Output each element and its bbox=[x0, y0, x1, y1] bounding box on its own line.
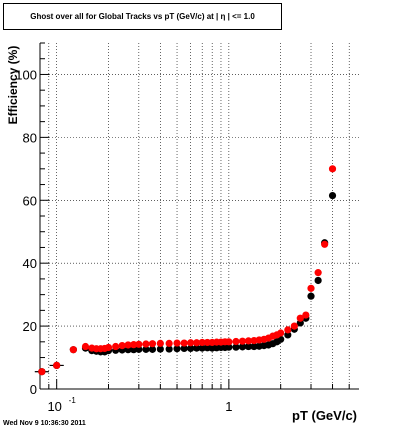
data-point bbox=[156, 339, 164, 347]
data-point bbox=[232, 343, 240, 351]
data-point bbox=[130, 341, 138, 349]
y-axis-label: Efficiency (%) bbox=[6, 45, 20, 125]
y-tick-label: 0 bbox=[30, 382, 37, 397]
x-axis-label: pT (GeV/c) bbox=[292, 408, 358, 423]
data-point bbox=[238, 337, 247, 345]
data-point bbox=[53, 361, 61, 370]
data-point bbox=[142, 345, 150, 353]
data-point bbox=[302, 311, 310, 319]
data-point bbox=[198, 344, 206, 352]
data-point bbox=[277, 329, 285, 337]
chart-title: Ghost over all for Global Tracks vs pT (… bbox=[3, 3, 282, 30]
data-point bbox=[173, 345, 181, 353]
data-point bbox=[244, 342, 253, 351]
data-point bbox=[307, 284, 315, 292]
tick-labels: 0 20 40 60 80 100 10 -1 1 bbox=[15, 67, 232, 414]
data-point bbox=[321, 240, 329, 248]
data-point bbox=[180, 339, 188, 347]
data-point bbox=[307, 292, 315, 300]
y-tick-label: 40 bbox=[23, 256, 37, 271]
data-point bbox=[244, 337, 253, 345]
x-tick-exponent: -1 bbox=[69, 396, 77, 405]
data-point bbox=[225, 338, 233, 346]
data-point bbox=[165, 339, 173, 347]
data-point bbox=[284, 326, 292, 334]
data-point bbox=[238, 343, 247, 351]
axis-ticks bbox=[39, 42, 350, 390]
data-point bbox=[142, 340, 150, 348]
data-point bbox=[148, 345, 157, 353]
data-point bbox=[193, 344, 201, 352]
y-tick-label: 60 bbox=[23, 193, 37, 208]
y-tick-label: 20 bbox=[23, 319, 37, 334]
data-point bbox=[328, 165, 337, 173]
data-point bbox=[193, 339, 201, 347]
data-point bbox=[165, 345, 173, 353]
data-point bbox=[225, 343, 233, 351]
data-point bbox=[198, 338, 206, 347]
data-points bbox=[34, 165, 337, 376]
data-point bbox=[156, 345, 164, 353]
data-point bbox=[38, 368, 46, 376]
data-point bbox=[250, 342, 258, 351]
data-point bbox=[180, 344, 188, 353]
data-point bbox=[328, 191, 337, 200]
data-point bbox=[314, 269, 322, 277]
data-point bbox=[81, 342, 90, 351]
data-point bbox=[187, 339, 195, 347]
data-point bbox=[104, 343, 113, 352]
data-point bbox=[284, 331, 292, 339]
data-point bbox=[135, 345, 143, 353]
data-point bbox=[187, 344, 195, 353]
data-point bbox=[135, 340, 143, 348]
y-tick-label: 100 bbox=[15, 67, 37, 82]
datestamp: Wed Nov 9 10:36:30 2011 bbox=[3, 420, 86, 427]
data-point bbox=[124, 341, 132, 349]
data-point bbox=[118, 341, 126, 350]
data-point bbox=[148, 340, 157, 348]
data-point bbox=[173, 339, 181, 347]
y-tick-label: 80 bbox=[23, 130, 37, 145]
data-point bbox=[69, 346, 77, 354]
x-tick-label: 1 bbox=[225, 399, 232, 414]
data-point bbox=[314, 276, 322, 285]
x-tick-label: 10 bbox=[47, 399, 61, 414]
data-point bbox=[232, 337, 240, 346]
data-point bbox=[290, 322, 298, 330]
data-point bbox=[112, 342, 120, 351]
grid-lines bbox=[39, 43, 359, 389]
data-point bbox=[130, 346, 138, 354]
data-point bbox=[296, 314, 304, 322]
